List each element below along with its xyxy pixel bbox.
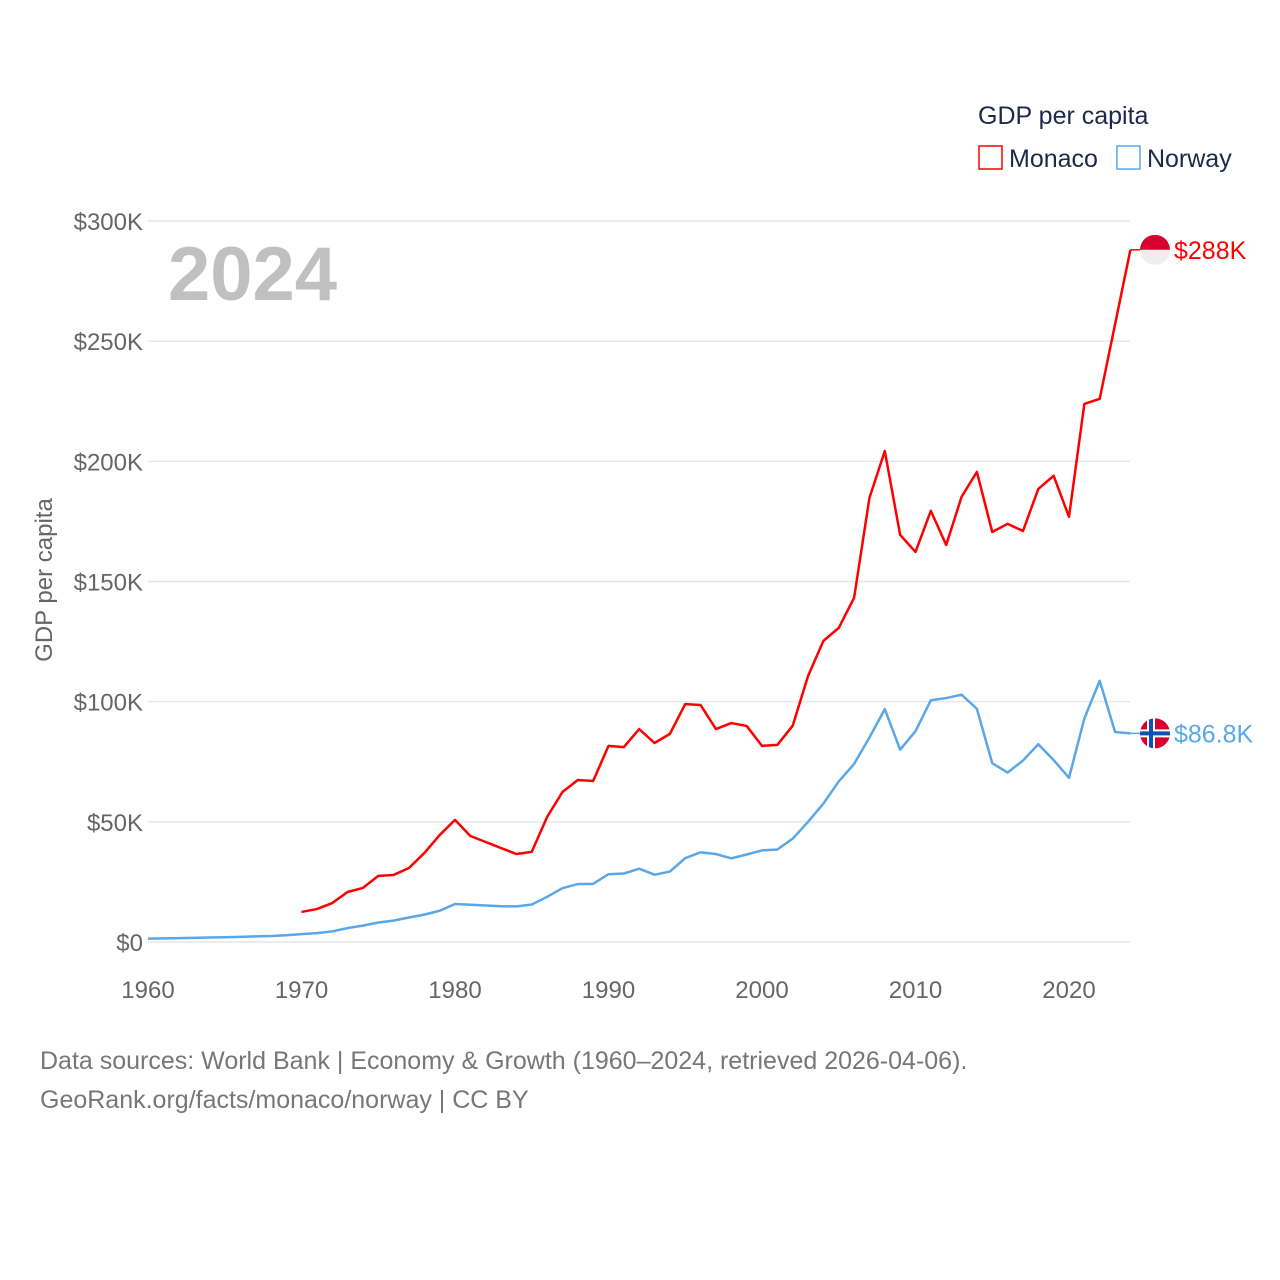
y-tick-label: $200K: [74, 449, 143, 476]
series-line-norway: [147, 679, 1131, 940]
monaco-flag-icon: [1140, 234, 1170, 265]
footer: Data sources: World Bank | Economy & Gro…: [40, 1042, 967, 1120]
y-tick-label: $50K: [87, 810, 143, 837]
x-tick-label: 1970: [275, 977, 328, 1004]
end-label-monaco: $288K: [1174, 237, 1247, 265]
x-tick-label: 1990: [582, 977, 635, 1004]
legend-item-norway[interactable]: Norway: [1147, 145, 1232, 173]
x-tick-label: 2010: [889, 977, 942, 1004]
y-axis-label: GDP per capita: [31, 498, 58, 662]
x-tick-label: 1960: [121, 977, 174, 1004]
y-tick-label: $300K: [74, 209, 143, 236]
end-label-norway: $86.8K: [1174, 720, 1254, 748]
footer-link[interactable]: GeoRank.org/facts/monaco/norway | CC BY: [40, 1086, 529, 1114]
year-label: 2024: [168, 232, 337, 317]
y-tick-label: $100K: [74, 690, 143, 717]
x-tick-label: 2000: [735, 977, 788, 1004]
x-tick-label: 1980: [428, 977, 481, 1004]
legend-swatch: [978, 145, 1003, 170]
legend-item-monaco[interactable]: Monaco: [1009, 145, 1098, 173]
x-tick-label: 2020: [1042, 977, 1095, 1004]
y-tick-label: $150K: [74, 570, 143, 597]
norway-flag-icon: [1140, 718, 1170, 749]
legend-title: GDP per capita: [978, 102, 1149, 130]
y-tick-label: $0: [116, 930, 143, 957]
y-tick-label: $250K: [74, 329, 143, 356]
series-line-monaco: [301, 249, 1132, 914]
legend-swatch: [1116, 145, 1141, 170]
footer-sources: Data sources: World Bank | Economy & Gro…: [40, 1047, 968, 1075]
